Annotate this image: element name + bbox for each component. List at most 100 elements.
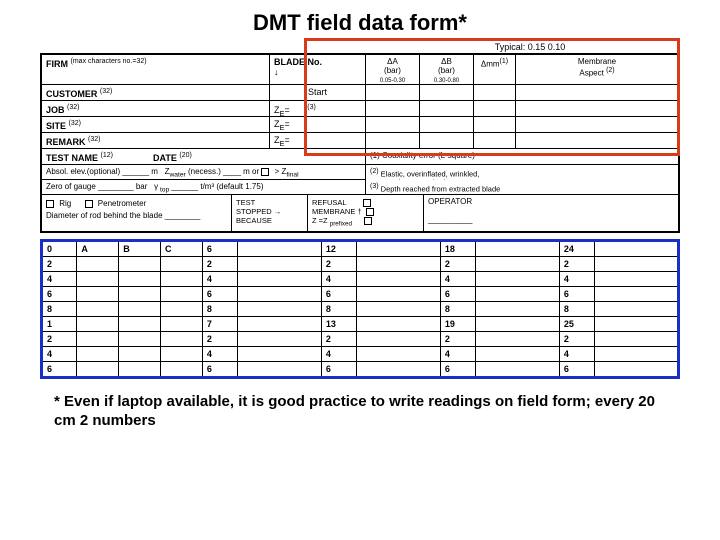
down-arrow-icon: ↓ xyxy=(274,67,279,77)
ze3-cell: ZE= xyxy=(270,133,366,148)
table-cell: 2 xyxy=(559,332,594,347)
table-cell xyxy=(119,272,161,287)
table-cell xyxy=(357,317,441,332)
table-cell: 2 xyxy=(440,257,475,272)
table-cell xyxy=(77,347,119,362)
blade-no-cell: BLADE No. ↓ xyxy=(270,55,366,84)
table-cell xyxy=(161,302,203,317)
table-cell xyxy=(357,287,441,302)
table-cell xyxy=(476,347,560,362)
table-cell: 24 xyxy=(559,241,594,257)
table-cell xyxy=(161,257,203,272)
table-cell: 2 xyxy=(559,257,594,272)
table-cell xyxy=(476,272,560,287)
table-cell: 8 xyxy=(440,302,475,317)
table-cell: 2 xyxy=(42,332,77,347)
table-cell xyxy=(119,317,161,332)
readings-table: 0ABC612182422222444446666688888171319252… xyxy=(40,239,680,379)
table-cell xyxy=(161,317,203,332)
table-cell: 2 xyxy=(321,332,356,347)
table-cell xyxy=(595,317,679,332)
table-cell xyxy=(77,302,119,317)
table-cell: 6 xyxy=(42,287,77,302)
table-cell xyxy=(357,272,441,287)
table-cell xyxy=(476,362,560,378)
table-cell xyxy=(161,287,203,302)
table-cell xyxy=(161,272,203,287)
table-cell xyxy=(357,332,441,347)
table-cell xyxy=(119,362,161,378)
table-cell xyxy=(476,241,560,257)
stopped-cell: TESTSTOPPED →BECAUSE xyxy=(232,195,308,231)
table-cell: 6 xyxy=(321,287,356,302)
page-title: DMT field data form* xyxy=(0,0,720,42)
table-cell xyxy=(238,332,322,347)
table-cell: A xyxy=(77,241,119,257)
table-cell xyxy=(238,347,322,362)
table-cell: 6 xyxy=(559,362,594,378)
table-cell xyxy=(77,317,119,332)
header-form: FIRM (max characters no.=32) BLADE No. ↓… xyxy=(40,53,680,233)
table-cell xyxy=(476,302,560,317)
table-cell xyxy=(119,287,161,302)
table-cell: 4 xyxy=(559,272,594,287)
table-cell xyxy=(77,332,119,347)
table-cell xyxy=(476,332,560,347)
refusal-cell: REFUSAL MEMBRANE † Z =Z prefixed xyxy=(308,195,424,231)
diameter-label: Diameter of rod behind the blade _______… xyxy=(46,211,200,220)
table-cell xyxy=(77,287,119,302)
blade-no-label: BLADE No. xyxy=(274,57,322,67)
table-cell xyxy=(77,257,119,272)
table-cell xyxy=(476,257,560,272)
table-cell: 4 xyxy=(440,347,475,362)
table-cell: 2 xyxy=(202,332,237,347)
table-cell xyxy=(161,347,203,362)
table-cell xyxy=(238,241,322,257)
table-cell xyxy=(238,302,322,317)
table-cell xyxy=(357,347,441,362)
table-cell: 4 xyxy=(321,272,356,287)
table-cell xyxy=(238,362,322,378)
table-cell xyxy=(238,317,322,332)
table-cell xyxy=(595,302,679,317)
table-cell: 19 xyxy=(440,317,475,332)
table-cell: 4 xyxy=(202,272,237,287)
table-cell: 4 xyxy=(440,272,475,287)
table-cell: 25 xyxy=(559,317,594,332)
table-cell: 6 xyxy=(42,362,77,378)
table-cell xyxy=(119,332,161,347)
zero-gauge-cell: Zero of gauge ________ bar γ top ______ … xyxy=(42,180,366,194)
table-cell: 12 xyxy=(321,241,356,257)
dmm-cell: Δmm(1) xyxy=(474,55,516,84)
note2-cell: (2) Elastic, overinflated, wrinkled, sna… xyxy=(366,165,678,180)
table-cell xyxy=(77,272,119,287)
job-cell: JOB (32) xyxy=(42,101,270,116)
table-cell xyxy=(357,257,441,272)
footnote: * Even if laptop available, it is good p… xyxy=(54,393,666,431)
table-cell xyxy=(595,332,679,347)
table-cell xyxy=(595,362,679,378)
table-cell: 6 xyxy=(202,287,237,302)
table-cell: 6 xyxy=(202,241,237,257)
table-cell xyxy=(595,257,679,272)
table-cell xyxy=(595,347,679,362)
table-cell xyxy=(595,287,679,302)
table-cell xyxy=(119,302,161,317)
table-cell: 13 xyxy=(321,317,356,332)
remark-cell: REMARK (32) xyxy=(42,133,270,148)
table-cell: 4 xyxy=(42,347,77,362)
start-cell: Start xyxy=(270,85,366,100)
customer-cell: CUSTOMER (32) xyxy=(42,85,270,100)
coax-note: (1) Coaxiality error (L-square) xyxy=(366,149,678,164)
table-cell: 2 xyxy=(42,257,77,272)
firm-label: FIRM xyxy=(46,59,68,69)
table-cell: 8 xyxy=(559,302,594,317)
table-cell: 2 xyxy=(440,332,475,347)
table-cell xyxy=(119,347,161,362)
table-cell: 2 xyxy=(202,257,237,272)
elev-cell: Absol. elev.(optional) ______ m Zwater (… xyxy=(42,165,366,180)
table-cell: C xyxy=(161,241,203,257)
membrane-cell: MembraneAspect (2) xyxy=(516,55,678,84)
table-cell xyxy=(77,362,119,378)
table-cell: 6 xyxy=(440,362,475,378)
